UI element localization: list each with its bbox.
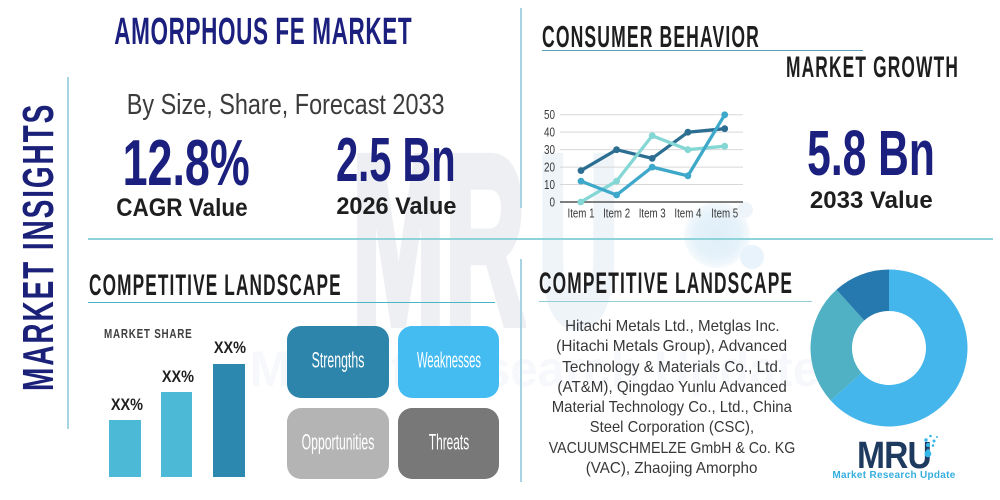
svg-text:30: 30	[544, 143, 555, 157]
svg-text:Item 5: Item 5	[711, 207, 738, 221]
svg-text:20: 20	[544, 160, 555, 174]
svg-text:40: 40	[544, 125, 555, 139]
svg-text:Item 4: Item 4	[674, 207, 701, 221]
svg-text:Item 3: Item 3	[639, 207, 666, 221]
svg-text:50: 50	[544, 108, 555, 122]
svg-text:10: 10	[544, 178, 555, 192]
svg-text:Item 1: Item 1	[568, 207, 595, 221]
svg-text:Item 2: Item 2	[603, 207, 630, 221]
svg-text:0: 0	[550, 195, 556, 209]
